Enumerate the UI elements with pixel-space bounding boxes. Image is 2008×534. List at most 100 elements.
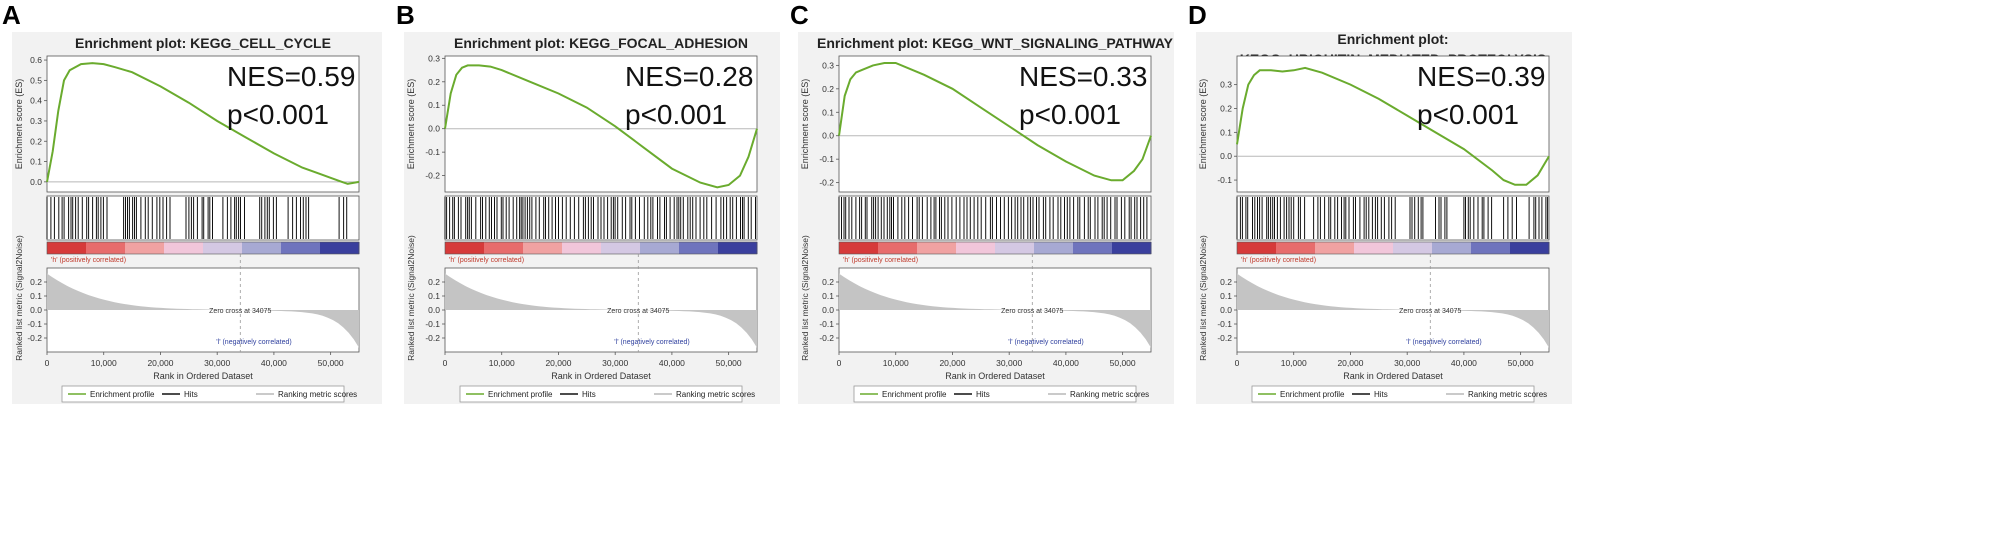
hits-group	[838, 197, 1148, 239]
es-y-tick-label: 0.3	[1220, 80, 1232, 90]
heatmap-cell	[281, 242, 321, 254]
metric-y-axis-label: Ranked list metric (Signal2Noise)	[800, 235, 810, 361]
es-y-tick-label: -0.2	[819, 178, 834, 188]
x-tick-label: 0	[837, 358, 842, 368]
es-y-tick-label: 0.0	[30, 177, 42, 187]
heatmap-cell	[679, 242, 719, 254]
es-y-axis-label: Enrichment score (ES)	[800, 79, 810, 170]
enrichment-profile-line	[444, 64, 758, 189]
p-value-annotation: p<0.001	[625, 99, 727, 130]
negatively-correlated-label: 'l' (negatively correlated)	[1406, 339, 1481, 346]
metric-y-tick-label: 0.1	[428, 291, 440, 301]
heatmap-cell	[956, 242, 996, 254]
heatmap-cell	[1471, 242, 1511, 254]
enrichment-profile-line	[838, 62, 1152, 182]
metric-y-tick-label: -0.2	[1217, 333, 1232, 343]
heatmap-cell	[1432, 242, 1472, 254]
heatmap-cell	[242, 242, 282, 254]
enrichment-profile-line	[46, 62, 360, 185]
hits-group	[1236, 197, 1549, 239]
es-y-tick-label: 0.3	[822, 60, 834, 70]
metric-y-tick-label: 0.1	[1220, 291, 1232, 301]
x-tick-label: 10,000	[883, 358, 909, 368]
legend-label: Enrichment profile	[882, 390, 947, 399]
metric-y-tick-label: -0.2	[27, 333, 42, 343]
es-y-tick-label: -0.1	[425, 147, 440, 157]
es-y-axis-label: Enrichment score (ES)	[406, 79, 416, 170]
p-value-annotation: p<0.001	[1417, 99, 1519, 130]
x-tick-label: 20,000	[147, 358, 173, 368]
es-y-tick-label: 0.2	[30, 136, 42, 146]
metric-y-tick-label: 0.0	[1220, 305, 1232, 315]
heatmap-cell	[601, 242, 641, 254]
metric-y-axis-label: Ranked list metric (Signal2Noise)	[406, 235, 416, 361]
legend-label: Ranking metric scores	[676, 390, 755, 399]
heatmap-cell	[839, 242, 879, 254]
es-y-tick-label: -0.1	[819, 154, 834, 164]
legend-label: Hits	[184, 390, 198, 399]
metric-y-tick-label: 0.0	[428, 305, 440, 315]
heatmap-cell	[917, 242, 957, 254]
negatively-correlated-label: 'l' (negatively correlated)	[216, 339, 291, 346]
metric-y-tick-label: 0.1	[30, 291, 42, 301]
heatmap-cell	[718, 242, 758, 254]
x-tick-label: 10,000	[489, 358, 515, 368]
negatively-correlated-label: 'l' (negatively correlated)	[1008, 339, 1083, 346]
es-y-tick-label: 0.3	[30, 116, 42, 126]
heatmap-cell	[47, 242, 87, 254]
x-tick-label: 30,000	[204, 358, 230, 368]
nes-annotation: NES=0.59	[227, 61, 355, 92]
es-plot-area	[444, 55, 758, 193]
es-y-tick-label: 0.1	[822, 107, 834, 117]
legend-label: Hits	[582, 390, 596, 399]
panel-label: A	[2, 0, 21, 30]
plot-title-line: Enrichment plot:	[1337, 31, 1448, 47]
x-tick-label: 0	[45, 358, 50, 368]
heatmap-cell	[995, 242, 1035, 254]
panel-label: D	[1188, 0, 1207, 30]
es-y-tick-label: 0.2	[428, 77, 440, 87]
heatmap-cell	[1315, 242, 1355, 254]
metric-y-tick-label: -0.1	[1217, 319, 1232, 329]
heatmap-cell	[1393, 242, 1433, 254]
es-y-tick-label: 0.6	[30, 55, 42, 65]
es-y-tick-label: -0.2	[425, 171, 440, 181]
x-tick-label: 40,000	[1451, 358, 1477, 368]
x-tick-label: 30,000	[996, 358, 1022, 368]
legend-label: Ranking metric scores	[278, 390, 357, 399]
heatmap-cell	[1510, 242, 1550, 254]
legend-label: Hits	[976, 390, 990, 399]
ranking-metric-area	[839, 273, 1151, 348]
legend-label: Enrichment profile	[90, 390, 155, 399]
p-value-annotation: p<0.001	[1019, 99, 1121, 130]
positively-correlated-label: 'h' (positively correlated)	[449, 257, 524, 264]
nes-annotation: NES=0.39	[1417, 61, 1545, 92]
positively-correlated-label: 'h' (positively correlated)	[843, 257, 918, 264]
legend-label: Hits	[1374, 390, 1388, 399]
ranking-metric-area	[445, 273, 757, 348]
heatmap-cell	[562, 242, 602, 254]
legend-box	[459, 385, 743, 403]
x-tick-label: 10,000	[1281, 358, 1307, 368]
ranking-metric-area	[47, 273, 359, 348]
x-tick-label: 0	[1235, 358, 1240, 368]
metric-y-tick-label: 0.2	[822, 277, 834, 287]
heatmap-cell	[203, 242, 243, 254]
panel-label: C	[790, 0, 809, 30]
x-tick-label: 30,000	[602, 358, 628, 368]
hits-group	[46, 197, 348, 239]
metric-y-tick-label: 0.1	[822, 291, 834, 301]
es-plot-area	[838, 55, 1152, 193]
metric-y-tick-label: 0.2	[1220, 277, 1232, 287]
x-tick-label: 20,000	[1337, 358, 1363, 368]
nes-annotation: NES=0.28	[625, 61, 753, 92]
es-y-tick-label: -0.1	[1217, 175, 1232, 185]
heatmap-cell	[484, 242, 524, 254]
hits-group	[444, 197, 756, 239]
zero-cross-label: Zero cross at 34075	[209, 308, 271, 315]
heatmap-cell	[1276, 242, 1316, 254]
x-tick-label: 50,000	[716, 358, 742, 368]
positively-correlated-label: 'h' (positively correlated)	[51, 257, 126, 264]
metric-y-tick-label: 0.0	[30, 305, 42, 315]
